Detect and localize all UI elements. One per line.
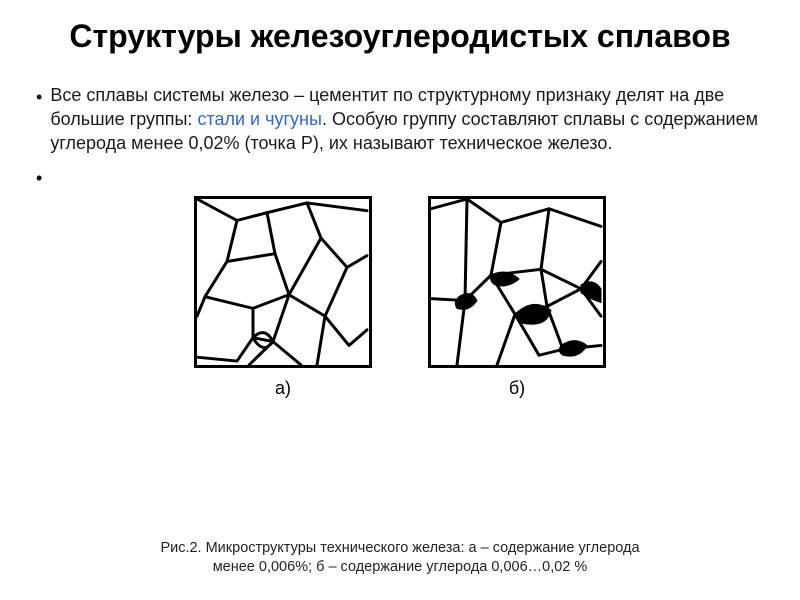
microstructure-b: [428, 196, 606, 368]
empty-bullet-row: •: [36, 164, 764, 190]
figure-a-label: а): [275, 378, 291, 399]
figure-b-label: б): [509, 378, 525, 399]
figures-row: а) б): [36, 196, 764, 399]
bullet-icon: •: [36, 83, 42, 156]
page-title: Структуры железоуглеродистых сплавов: [36, 18, 764, 55]
microstructure-a-svg: [197, 199, 369, 365]
paragraph-text: Все сплавы системы железо – цементит по …: [50, 83, 764, 156]
figure-b: б): [428, 196, 606, 399]
bullet-icon: •: [36, 164, 42, 190]
figure-a: а): [194, 196, 372, 399]
figure-caption: Рис.2. Микроструктуры технического желез…: [0, 539, 800, 578]
body-paragraph: • Все сплавы системы железо – цементит п…: [36, 83, 764, 156]
microstructure-a: [194, 196, 372, 368]
slide: Структуры железоуглеродистых сплавов • В…: [0, 0, 800, 600]
link-steels-cast-irons[interactable]: стали и чугуны: [197, 109, 322, 129]
microstructure-b-svg: [431, 199, 603, 365]
